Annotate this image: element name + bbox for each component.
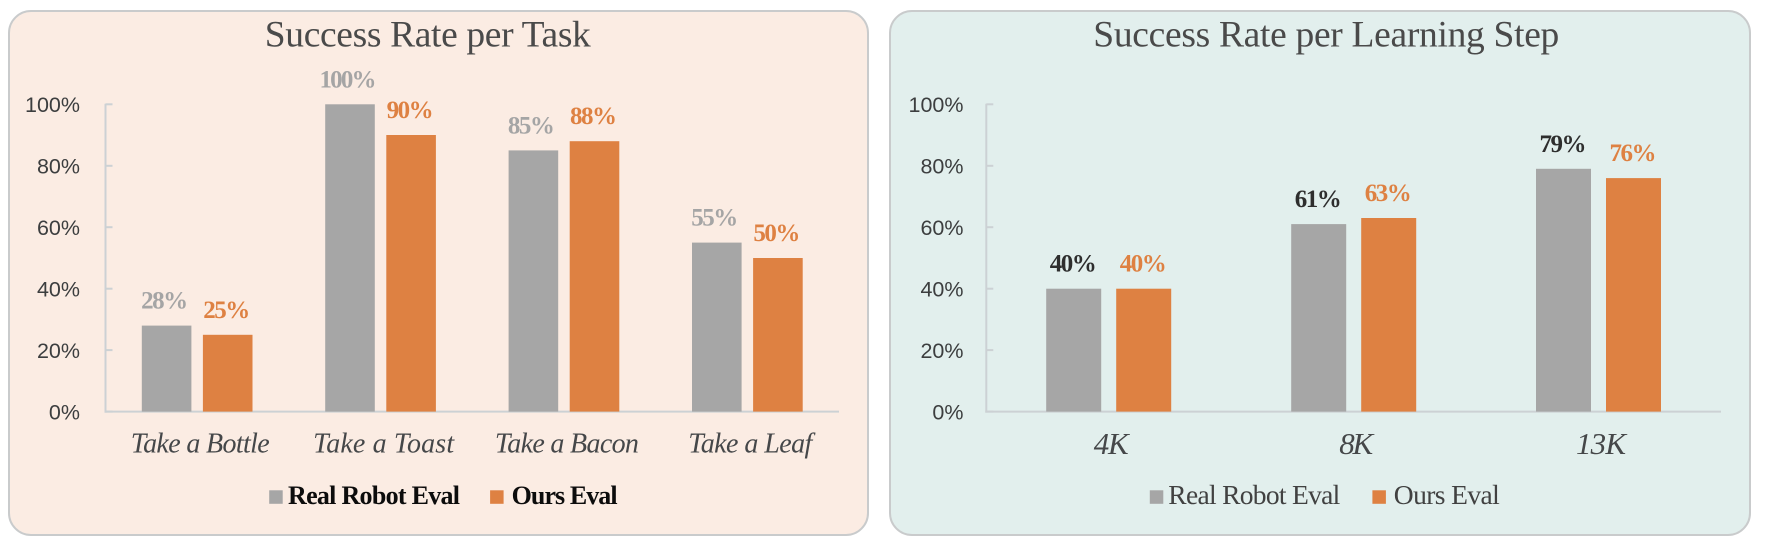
svg-text:100%: 100%: [909, 93, 964, 117]
svg-text:Ours Eval: Ours Eval: [1394, 479, 1500, 510]
svg-text:0%: 0%: [932, 400, 963, 424]
svg-text:40%: 40%: [920, 277, 963, 301]
svg-text:Ours Eval: Ours Eval: [512, 481, 618, 510]
svg-text:40%: 40%: [1120, 251, 1167, 278]
svg-text:80%: 80%: [37, 155, 80, 179]
svg-text:100%: 100%: [320, 66, 377, 93]
svg-text:25%: 25%: [203, 297, 250, 324]
svg-text:Take a Leaf: Take a Leaf: [688, 429, 815, 460]
svg-text:Take a Toast: Take a Toast: [313, 429, 455, 460]
svg-text:63%: 63%: [1365, 180, 1412, 207]
svg-text:4K: 4K: [1094, 426, 1131, 461]
svg-text:50%: 50%: [753, 220, 800, 247]
svg-text:40%: 40%: [1050, 251, 1097, 278]
svg-text:Real Robot Eval: Real Robot Eval: [288, 481, 460, 510]
svg-text:Real Robot Eval: Real Robot Eval: [1168, 479, 1340, 510]
svg-text:90%: 90%: [387, 97, 434, 124]
svg-text:40%: 40%: [37, 277, 80, 301]
svg-text:61%: 61%: [1295, 186, 1342, 213]
svg-text:76%: 76%: [1610, 140, 1657, 167]
svg-text:80%: 80%: [920, 155, 963, 179]
svg-text:Take a Bottle: Take a Bottle: [131, 429, 270, 460]
svg-text:Success Rate per Learning Step: Success Rate per Learning Step: [1093, 15, 1559, 56]
svg-text:60%: 60%: [920, 216, 963, 240]
svg-text:0%: 0%: [49, 400, 80, 424]
svg-text:8K: 8K: [1339, 426, 1375, 461]
svg-text:85%: 85%: [508, 112, 555, 139]
svg-text:Success Rate per Task: Success Rate per Task: [265, 15, 591, 56]
svg-text:88%: 88%: [570, 103, 617, 130]
svg-text:20%: 20%: [920, 339, 963, 363]
svg-text:28%: 28%: [141, 288, 188, 315]
svg-text:100%: 100%: [25, 93, 80, 117]
svg-text:60%: 60%: [37, 216, 80, 240]
svg-text:13K: 13K: [1576, 426, 1628, 461]
svg-text:Take a Bacon: Take a Bacon: [495, 429, 639, 460]
svg-text:20%: 20%: [37, 339, 80, 363]
svg-text:55%: 55%: [691, 205, 738, 232]
svg-text:79%: 79%: [1540, 131, 1587, 158]
